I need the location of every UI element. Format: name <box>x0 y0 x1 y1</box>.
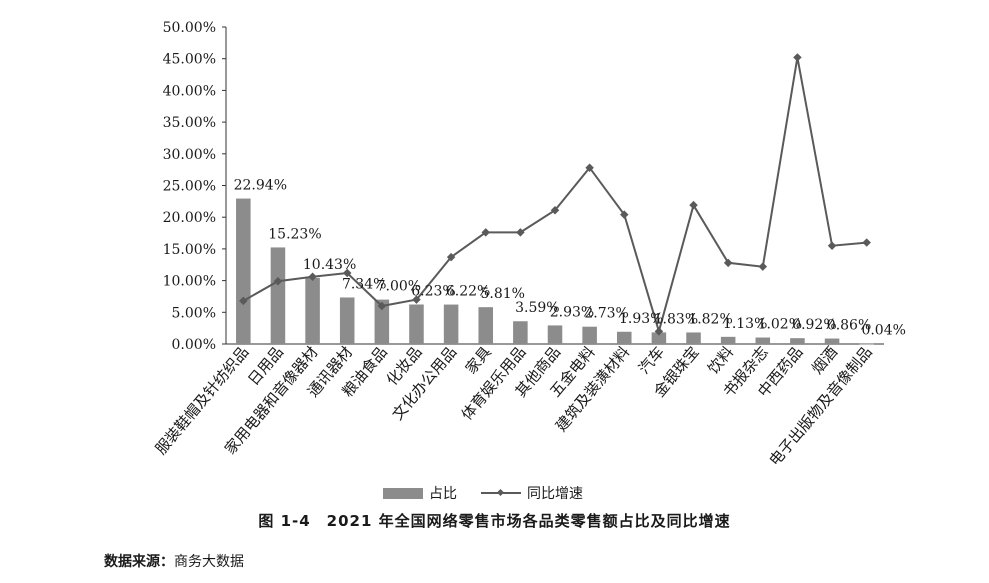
growth-marker <box>723 258 733 268</box>
y-tick-label: 5.00% <box>172 305 216 321</box>
growth-marker <box>239 296 248 306</box>
growth-marker <box>758 262 768 271</box>
y-tick-label: 20.00% <box>163 210 216 226</box>
bar <box>616 331 632 344</box>
growth-marker <box>481 228 490 237</box>
bar-data-label: 0.04% <box>861 323 905 339</box>
legend-line-swatch <box>481 487 521 499</box>
growth-marker <box>793 53 802 62</box>
growth-marker <box>446 252 456 262</box>
legend-label-share: 占比 <box>429 486 457 502</box>
bar <box>513 321 528 344</box>
bar-data-label: 5.81% <box>480 286 524 302</box>
bar-data-label: 22.94% <box>234 178 287 194</box>
bar <box>374 299 390 344</box>
bar <box>409 304 424 344</box>
bar <box>582 326 597 344</box>
growth-marker <box>862 238 871 247</box>
growth-marker <box>412 295 421 304</box>
bar <box>339 297 355 344</box>
bar <box>651 332 667 344</box>
bar-data-label: 1.13% <box>723 316 767 332</box>
growth-marker <box>377 301 387 311</box>
bar-data-label: 6.22% <box>446 284 490 300</box>
bar <box>236 198 251 344</box>
y-tick-label: 35.00% <box>163 115 216 131</box>
growth-marker <box>827 241 837 250</box>
bar-data-label: 15.23% <box>268 226 321 242</box>
bar <box>790 338 805 344</box>
figure-caption: 图 1-4 2021 年全国网络零售市场各品类零售额占比及同比增速 <box>258 512 731 530</box>
bar <box>270 247 286 344</box>
y-tick-label: 15.00% <box>163 242 216 258</box>
bar <box>478 307 494 344</box>
legend-bar-swatch <box>383 487 423 499</box>
bar <box>859 343 874 345</box>
bar <box>755 337 771 344</box>
bar-data-label: 1.93% <box>619 311 663 327</box>
bar-data-label: 0.86% <box>827 318 871 334</box>
growth-marker <box>273 276 283 286</box>
chart-legend: 占比 同比增速 <box>383 483 607 503</box>
growth-marker <box>689 200 698 210</box>
bar <box>720 336 736 344</box>
y-tick-label: 45.00% <box>163 52 216 68</box>
y-tick-label: 40.00% <box>163 83 216 99</box>
bar-data-label: 3.59% <box>515 300 559 316</box>
bar-data-label: 1.83% <box>654 311 698 327</box>
bar-data-label: 2.93% <box>550 304 594 320</box>
y-tick-label: 30.00% <box>163 147 216 163</box>
bar-data-label: 1.82% <box>688 311 732 327</box>
bar-data-label: 2.73% <box>584 306 628 322</box>
data-source-text: 商务大数据 <box>174 554 244 570</box>
bar <box>547 325 563 344</box>
data-source: 数据来源：商务大数据 <box>104 551 244 571</box>
y-tick-label: 50.00% <box>163 20 216 36</box>
bar-data-label: 7.34% <box>342 276 386 292</box>
bar-data-label: 0.92% <box>792 317 836 333</box>
growth-line <box>242 57 867 335</box>
legend-item-growth: 同比增速 <box>481 483 583 503</box>
bar-data-label: 7.00% <box>377 279 421 295</box>
bar <box>824 338 840 344</box>
bar <box>443 304 459 344</box>
bar-data-label: 6.23% <box>411 284 455 300</box>
growth-marker <box>308 272 317 282</box>
chart-canvas: 0.00% 5.00% 10.00% 15.00% 20.00% 25.00% 30.00%… <box>152 20 906 469</box>
y-tick-label: 25.00% <box>163 179 216 195</box>
bar-data-label: 1.02% <box>758 317 802 333</box>
y-tick-label: 0.00% <box>172 337 216 353</box>
data-source-label: 数据来源： <box>104 554 174 570</box>
bar-data-label: 10.43% <box>303 257 356 273</box>
legend-item-share: 占比 <box>383 483 457 503</box>
y-tick-label: 10.00% <box>163 274 216 290</box>
bar <box>305 277 320 344</box>
growth-marker <box>342 268 352 278</box>
legend-label-growth: 同比增速 <box>527 486 583 502</box>
bar <box>686 332 701 344</box>
growth-marker <box>654 327 664 336</box>
